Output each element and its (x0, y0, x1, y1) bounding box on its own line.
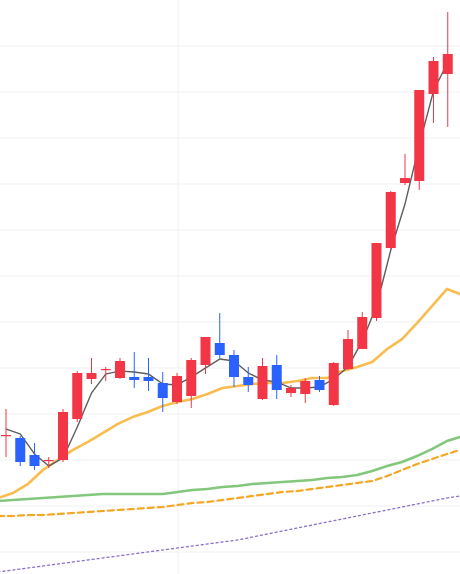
candle (271, 355, 282, 399)
candle (257, 358, 268, 400)
candle (385, 191, 396, 250)
candle (243, 367, 254, 392)
candle-body (357, 317, 368, 349)
candle (200, 337, 211, 374)
candle-body (100, 369, 111, 371)
candle (300, 378, 311, 403)
dashed-orange-line (0, 448, 460, 518)
candle-body (143, 377, 154, 381)
candle (43, 457, 54, 468)
candle-body (257, 366, 268, 399)
candle (172, 373, 182, 404)
candle (357, 312, 368, 349)
candle (286, 385, 296, 397)
candle-body (428, 61, 439, 94)
candle-body (129, 377, 140, 380)
candle (328, 362, 339, 406)
candle-body (414, 90, 425, 181)
candle-body (243, 377, 254, 385)
candle-body (86, 373, 97, 379)
ma-mid-line (0, 287, 460, 499)
candle-body (300, 381, 311, 394)
candle-body (115, 361, 125, 378)
candle (371, 243, 382, 321)
candle (186, 358, 197, 408)
candle (15, 436, 26, 466)
candle (72, 371, 83, 422)
candle-body (385, 192, 396, 248)
candle-body (442, 54, 453, 74)
candle (400, 154, 410, 185)
candle (143, 358, 154, 391)
candle (229, 350, 239, 387)
candles (1, 12, 453, 470)
candle (428, 57, 439, 123)
candle (343, 330, 353, 370)
ma-long-line (0, 435, 460, 503)
candle-body (200, 337, 211, 365)
candle-body (343, 339, 353, 369)
candle (86, 358, 97, 384)
candle (115, 358, 125, 379)
candle-body (1, 435, 11, 437)
candle-body (400, 178, 410, 183)
candle-body (371, 243, 382, 318)
candle-body (314, 380, 325, 390)
candle-body (214, 343, 225, 355)
candle-body (15, 438, 26, 462)
candle-body (229, 355, 239, 377)
candle (157, 372, 168, 412)
candle-body (43, 460, 54, 462)
candle-body (286, 388, 296, 393)
candle (314, 376, 325, 392)
candle-body (58, 412, 68, 460)
candle (129, 352, 140, 388)
candle (29, 443, 40, 470)
candle (100, 367, 111, 381)
candle-body (72, 373, 83, 419)
candle (58, 409, 68, 462)
dotted-purple-line (0, 495, 460, 573)
candle-body (172, 376, 182, 402)
candle-body (186, 360, 197, 396)
candle-body (157, 383, 168, 398)
candle-body (328, 363, 339, 405)
candle (414, 90, 425, 190)
candle-body (29, 455, 40, 466)
candle-body (271, 365, 282, 390)
candle (214, 313, 225, 358)
candle (442, 12, 453, 127)
candle (1, 409, 11, 457)
